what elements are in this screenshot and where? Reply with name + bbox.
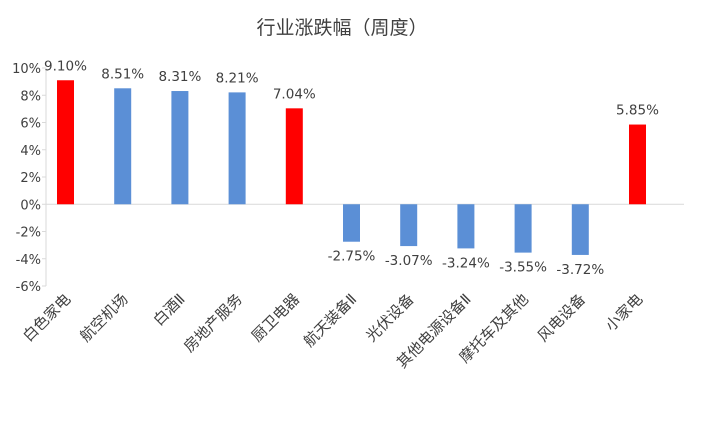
x-category-label: 航空机场 [76,290,131,345]
bar [400,204,418,247]
x-category-label: 白酒Ⅱ [150,290,189,329]
x-category-label: 风电设备 [534,290,589,345]
x-category-label: 厨卫电器 [248,290,303,345]
bar [457,204,475,249]
y-tick-label: -4% [16,253,41,268]
bar [343,204,360,242]
bar [171,91,189,205]
data-label: 8.31% [158,69,201,85]
chart-title: 行业涨跌幅（周度） [256,17,427,39]
data-label: 8.51% [101,66,144,82]
y-tick-label: 10% [12,62,41,77]
data-label: -3.72% [556,262,604,278]
y-tick-label: 4% [20,144,41,159]
bar-layer [57,80,646,255]
x-category-label: 航天装备Ⅱ [300,290,360,350]
bar [57,80,74,205]
bar [571,204,589,255]
data-label: 8.21% [216,70,259,86]
y-tick-label: 6% [20,117,41,132]
y-tick-label: -6% [16,280,41,295]
x-category-label: 白色家电 [19,290,74,345]
data-label-layer: 9.10% 8.51% 8.31% 8.21% 7.04% -2.75% -3.07% -3.… [44,58,659,278]
y-tick-label: -2% [16,226,41,241]
data-label: -2.75% [328,249,376,265]
data-label: 5.85% [616,103,659,119]
y-tick-label: 2% [20,171,41,186]
bar [514,204,532,253]
data-label: -3.24% [442,255,490,271]
x-category-label: 光伏设备 [362,290,417,345]
y-tick-label: 0% [20,198,41,213]
y-tick-label: 8% [20,89,41,104]
data-label: 7.04% [273,86,316,102]
x-category-label: 小家电 [602,290,647,335]
bar [228,92,246,205]
bar [629,124,646,205]
bar [114,88,132,205]
axis-layer: 10% 8% 6% 4% 2% 0% -2% -4% -6% [12,62,684,295]
x-category-label: 房地产服务 [180,290,246,356]
data-label: 9.10% [44,58,87,74]
bar [285,108,303,205]
data-label: -3.07% [385,253,433,269]
data-label: -3.55% [499,260,547,276]
